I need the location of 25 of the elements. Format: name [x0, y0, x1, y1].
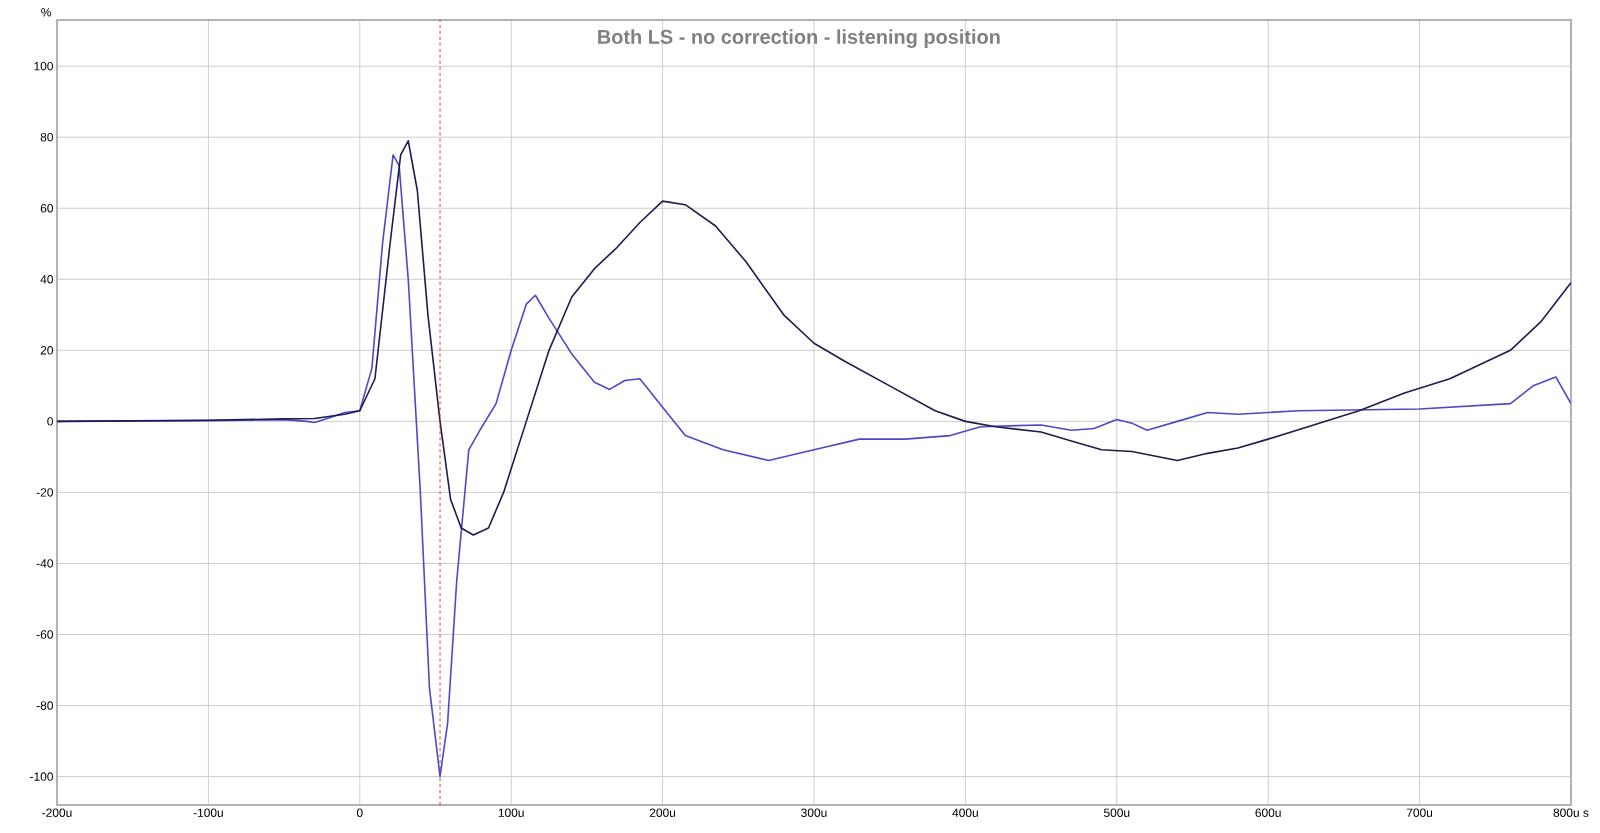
y-tick-label: 0 — [47, 417, 54, 426]
x-tick-label: 300u — [801, 808, 827, 817]
x-tick-label: 600u — [1255, 808, 1281, 817]
x-tick-label: 700u — [1406, 808, 1433, 817]
y-tick-label: -20 — [36, 488, 54, 497]
x-tick-label: 500u — [1103, 808, 1130, 817]
y-axis-title: % — [41, 8, 52, 17]
y-tick-label: 20 — [40, 346, 54, 355]
x-tick-label: 0 — [356, 808, 363, 817]
x-tick-label: -100u — [193, 808, 223, 817]
x-tick-label: 800u s — [1553, 808, 1589, 817]
y-tick-label: -100 — [30, 772, 54, 781]
line-series — [57, 139, 1571, 536]
chart-title: Both LS - no correction - listening position — [598, 29, 1000, 48]
y-tick-label: -40 — [36, 559, 54, 568]
x-tick-label: 200u — [649, 808, 676, 817]
y-tick-label: 60 — [40, 204, 54, 213]
x-tick-label: 100u — [498, 808, 524, 817]
y-tick-label: 80 — [40, 132, 54, 142]
x-tick-label: 400u — [952, 808, 978, 817]
y-tick-label: -60 — [36, 630, 54, 639]
y-tick-label: 100 — [34, 61, 54, 71]
y-tick-label: -80 — [36, 701, 54, 710]
x-tick-label: -200u — [42, 808, 72, 817]
y-tick-label: 40 — [40, 275, 54, 284]
